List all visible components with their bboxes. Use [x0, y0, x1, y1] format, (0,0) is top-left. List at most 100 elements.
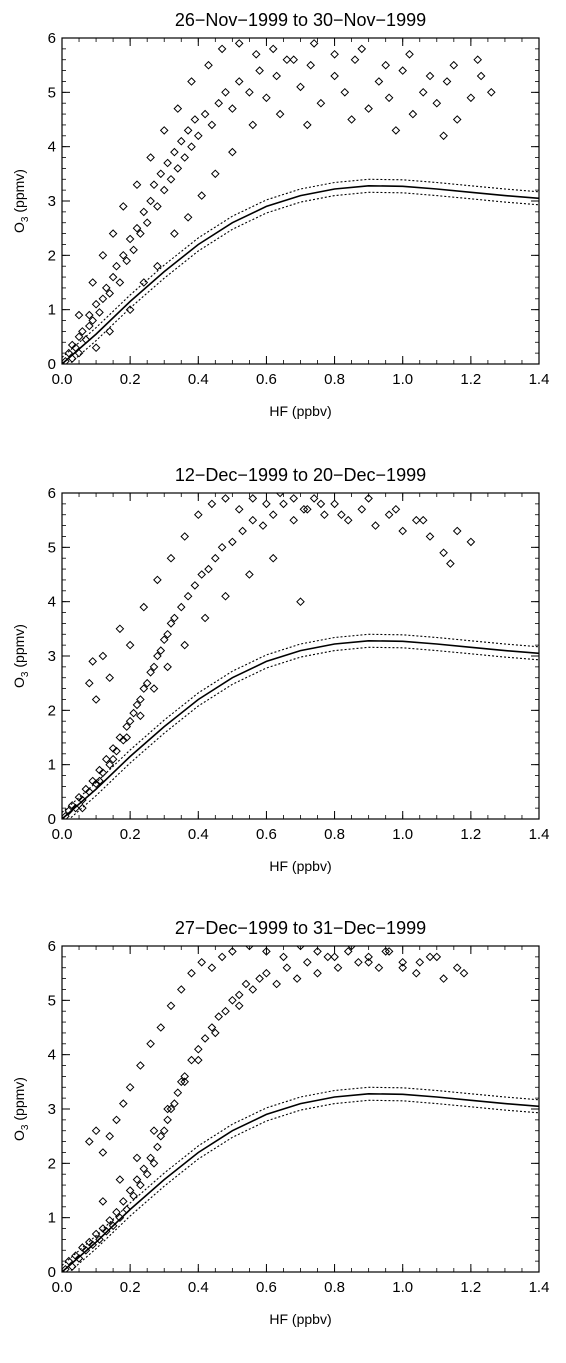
- data-point: [88, 1240, 98, 1250]
- data-point: [340, 87, 350, 97]
- data-point: [146, 667, 155, 677]
- data-point: [118, 202, 128, 211]
- data-point: [408, 109, 418, 119]
- y-tick-label: 6: [48, 485, 56, 502]
- chart-panel-3: 27−Dec−1999 to 31−Dec−1999 0.0 0.2 0.4 0.6 0.…: [0, 908, 566, 1363]
- data-point: [163, 158, 172, 168]
- data-point: [105, 673, 115, 683]
- data-point: [118, 735, 128, 745]
- data-point: [62, 356, 70, 364]
- data-point: [125, 234, 135, 244]
- data-point: [364, 104, 373, 113]
- data-point: [78, 803, 87, 813]
- data-point: [180, 1077, 190, 1087]
- data-point: [258, 521, 268, 530]
- data-point: [384, 947, 394, 956]
- data-point: [105, 760, 115, 770]
- data-point: [71, 803, 80, 813]
- data-point: [452, 526, 462, 536]
- data-point: [262, 968, 271, 978]
- data-point: [337, 510, 346, 520]
- data-point: [425, 952, 435, 962]
- data-point: [64, 348, 74, 358]
- data-point: [125, 1186, 135, 1195]
- data-point: [316, 98, 326, 108]
- data-point: [67, 1262, 77, 1271]
- data-point: [476, 71, 486, 81]
- data-point: [67, 354, 77, 363]
- data-point: [156, 169, 166, 179]
- data-point: [112, 261, 121, 271]
- reference-lower-bound: [68, 1099, 539, 1272]
- data-point: [200, 109, 210, 119]
- reference-lower-bound: [68, 646, 539, 819]
- data-point: [289, 515, 299, 525]
- data-point: [193, 510, 203, 520]
- data-point: [384, 93, 394, 103]
- data-point: [204, 60, 213, 70]
- data-point: [200, 1034, 210, 1043]
- data-point: [234, 504, 244, 514]
- chart-panel-2: 12−Dec−1999 to 20−Dec−1999 0.0 0.2 0.4 0.6 0.…: [0, 455, 566, 910]
- data-point: [190, 115, 200, 124]
- data-point: [187, 968, 196, 978]
- y-tick-label: 3: [48, 1101, 56, 1118]
- data-point: [122, 256, 132, 266]
- data-point: [122, 1205, 132, 1214]
- data-point: [136, 229, 145, 238]
- data-point: [112, 1207, 121, 1217]
- data-point: [176, 602, 186, 612]
- data-point: [333, 963, 343, 973]
- data-point: [452, 963, 462, 973]
- data-point: [330, 952, 339, 962]
- data-point: [166, 1104, 176, 1114]
- y-tick-label: 1: [48, 1210, 56, 1227]
- data-point: [108, 754, 118, 764]
- data-point: [207, 1023, 217, 1032]
- chart-title: 27−Dec−1999 to 31−Dec−1999: [175, 918, 426, 938]
- data-point: [153, 1142, 162, 1152]
- data-point: [71, 343, 80, 353]
- y-tick-label: 6: [48, 30, 56, 47]
- data-point: [146, 153, 155, 162]
- data-point: [313, 968, 322, 978]
- data-point: [139, 602, 149, 612]
- data-point: [234, 77, 244, 86]
- data-point: [129, 708, 138, 718]
- data-point: [221, 1006, 230, 1016]
- data-point: [248, 120, 258, 130]
- data-point: [238, 526, 247, 536]
- data-point: [176, 136, 186, 146]
- data-point: [122, 733, 132, 742]
- data-point: [78, 795, 87, 805]
- data-point: [245, 87, 254, 97]
- data-point: [262, 499, 271, 509]
- reference-upper-bound: [62, 633, 539, 813]
- data-point: [272, 979, 282, 989]
- data-point: [425, 71, 435, 81]
- data-point: [170, 613, 179, 623]
- data-point: [439, 131, 448, 141]
- data-point: [343, 515, 353, 525]
- data-point: [221, 87, 230, 97]
- data-point: [180, 640, 190, 650]
- data-point: [153, 202, 162, 211]
- data-point: [91, 1126, 101, 1136]
- data-point: [275, 109, 285, 119]
- data-point: [415, 957, 425, 967]
- y-tick-label: 4: [48, 594, 56, 611]
- data-point: [84, 678, 94, 688]
- data-point: [299, 504, 309, 514]
- y-tick-label: 2: [48, 1155, 56, 1172]
- data-point: [156, 1023, 166, 1032]
- data-point: [132, 700, 142, 710]
- data-point: [159, 635, 169, 645]
- x-tick-label: 0.0: [52, 371, 73, 388]
- data-point: [166, 553, 176, 563]
- data-point: [190, 581, 200, 590]
- scatter-plot-2: 12−Dec−1999 to 20−Dec−1999 0.0 0.2 0.4 0.6 0.…: [11, 465, 549, 874]
- data-point: [78, 1243, 87, 1252]
- data-point: [323, 952, 333, 962]
- data-point: [88, 316, 98, 325]
- reference-lower-bound: [68, 191, 539, 364]
